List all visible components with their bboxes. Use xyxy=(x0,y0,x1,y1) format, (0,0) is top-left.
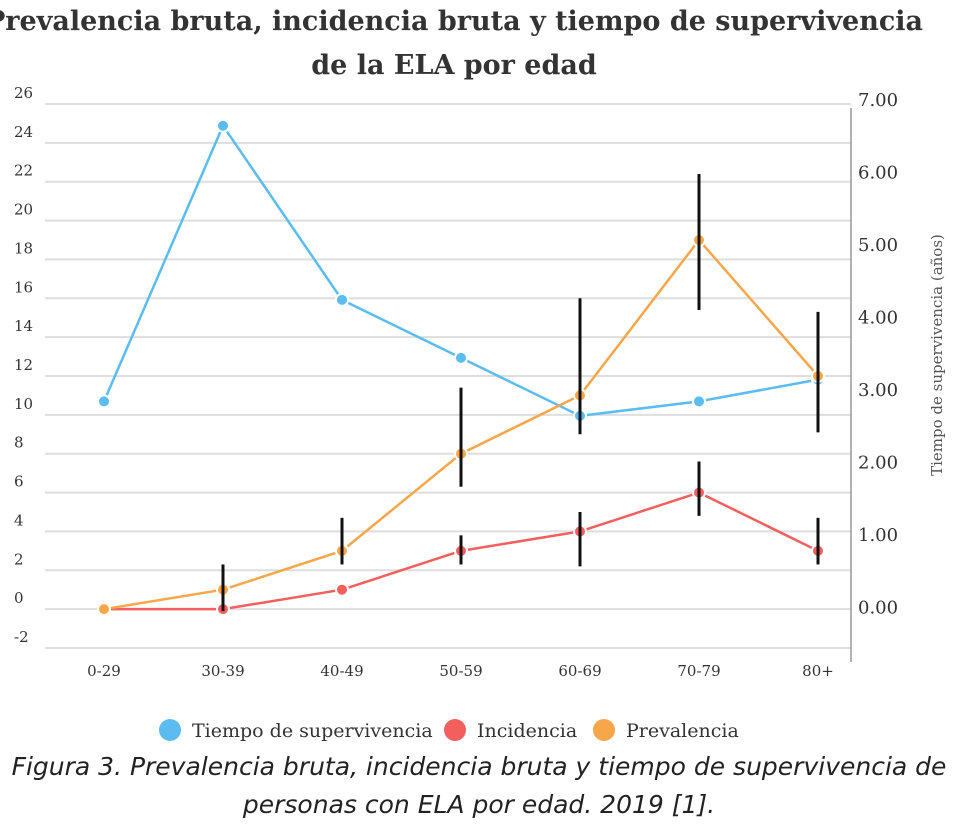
gridlines xyxy=(45,103,851,649)
legend: Tiempo de supervivencia Incidencia Prevale… xyxy=(159,719,739,742)
left-tick-label: 18 xyxy=(14,239,33,257)
left-tick-label: -2 xyxy=(14,628,29,646)
series-layer xyxy=(97,118,825,617)
data-point xyxy=(335,582,349,597)
data-point xyxy=(692,394,706,409)
left-tick-label: 22 xyxy=(14,162,33,180)
legend-label: Prevalencia xyxy=(626,720,739,742)
x-tick-label: 40-49 xyxy=(320,662,363,680)
data-point xyxy=(97,394,111,409)
left-tick-label: 10 xyxy=(14,395,33,413)
right-tick-label: 2.00 xyxy=(858,453,898,474)
data-point xyxy=(335,292,349,307)
right-tick-label: 6.00 xyxy=(858,163,898,184)
left-tick-label: 12 xyxy=(14,356,33,374)
legend-label: Tiempo de supervivencia xyxy=(192,720,433,742)
chart-title-line-1: Prevalencia bruta, incidencia bruta y ti… xyxy=(0,6,923,37)
left-tick-label: 14 xyxy=(14,317,33,335)
left-tick-label: 2 xyxy=(14,550,24,568)
legend-marker xyxy=(593,719,615,741)
left-tick-label: 4 xyxy=(14,511,24,529)
figure-caption: Figura 3. Prevalencia bruta, incidencia … xyxy=(11,752,947,819)
legend-label: Incidencia xyxy=(477,720,577,742)
legend-marker xyxy=(159,719,181,741)
x-tick-label: 60-69 xyxy=(558,662,601,680)
left-tick-label: 26 xyxy=(14,84,33,102)
legend-marker xyxy=(444,719,466,741)
left-tick-label: 0 xyxy=(14,589,24,607)
right-tick-label: 1.00 xyxy=(858,525,898,546)
right-tick-label: 5.00 xyxy=(858,235,898,256)
data-point xyxy=(454,350,468,365)
x-tick-label: 0-29 xyxy=(87,662,121,680)
right-y-ticks: 0.00 1.00 2.00 3.00 4.00 5.00 6.00 7.00 xyxy=(858,90,898,619)
data-point xyxy=(216,118,230,133)
left-tick-label: 8 xyxy=(14,434,24,452)
series-line xyxy=(102,123,819,418)
right-tick-label: 7.00 xyxy=(858,90,898,111)
left-tick-label: 16 xyxy=(14,278,33,296)
x-axis-ticks: 0-29 30-39 40-49 50-59 60-69 70-79 80+ xyxy=(87,662,834,680)
chart: Prevalencia bruta, incidencia bruta y ti… xyxy=(0,6,946,742)
left-tick-label: 24 xyxy=(14,123,33,141)
x-tick-label: 50-59 xyxy=(439,662,482,680)
x-tick-label: 30-39 xyxy=(201,662,244,680)
right-tick-label: 0.00 xyxy=(858,598,898,619)
x-tick-label: 70-79 xyxy=(677,662,720,680)
left-tick-label: 20 xyxy=(14,201,33,219)
x-tick-label: 80+ xyxy=(802,662,834,680)
right-tick-label: 3.00 xyxy=(858,380,898,401)
data-point xyxy=(97,602,111,617)
left-tick-label: 6 xyxy=(14,473,24,491)
chart-title-line-2: de la ELA por edad xyxy=(311,50,597,81)
right-tick-label: 4.00 xyxy=(858,308,898,329)
right-axis-title: Tiempo de supervivencia (años) xyxy=(928,234,946,476)
